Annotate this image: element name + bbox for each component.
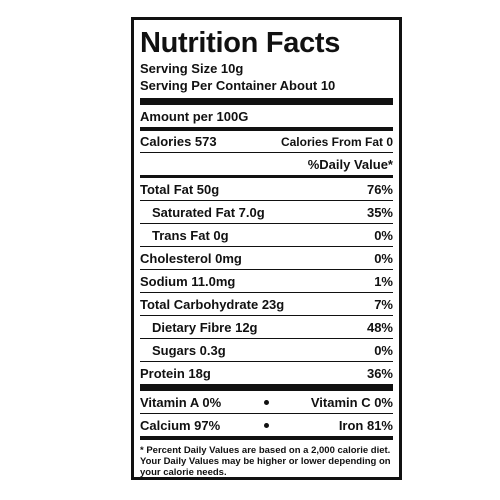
vitamin: Iron 81% xyxy=(338,417,393,433)
nutrient-percent: 0% xyxy=(374,227,393,243)
divider xyxy=(140,436,393,440)
divider xyxy=(140,384,393,391)
nutrient-row: Dietary Fibre 12g 48% xyxy=(140,316,393,339)
calories-row: Calories 573 Calories From Fat 0 xyxy=(140,131,393,153)
nutrient-percent: 36% xyxy=(366,365,393,381)
nutrient-percent: 76% xyxy=(366,181,393,197)
vitamin: Calcium 97% xyxy=(140,417,221,433)
nutrient-label: Total Fat 50g xyxy=(140,181,220,197)
nutrient-label: Total Carbohydrate 23g xyxy=(140,296,285,312)
nutrient-label: Saturated Fat 7.0g xyxy=(152,204,265,220)
nutrient-row: Saturated Fat 7.0g 35% xyxy=(140,201,393,224)
vitamin: Vitamin A 0% xyxy=(140,394,222,410)
nutrient-row: Total Carbohydrate 23g 7% xyxy=(140,293,393,316)
serving-size: Serving Size 10g xyxy=(140,61,244,76)
footnote-line: * Percent Daily Values are based on a 2,… xyxy=(140,445,391,456)
nutrient-row: Protein 18g 36% xyxy=(140,362,393,384)
title: Nutrition Facts xyxy=(140,27,341,59)
vitamin: Vitamin C 0% xyxy=(310,394,393,410)
nutrients: Total Fat 50g 76% Saturated Fat 7.0g 35% Tra… xyxy=(140,178,393,384)
daily-value-row: %Daily Value* xyxy=(140,153,393,178)
nutrient-row: Total Fat 50g 76% xyxy=(140,178,393,201)
bullet xyxy=(264,422,269,428)
nutrient-row: Trans Fat 0g 0% xyxy=(140,224,393,247)
nutrition-label: Nutrition Facts Serving Size 10g Serving… xyxy=(131,17,402,480)
footnote: * Percent Daily Values are based on a 2,… xyxy=(140,445,393,478)
vitamins: Vitamin A 0% Vitamin C 0% Calcium 97% Iron … xyxy=(140,391,393,436)
nutrient-label: Sodium 11.0mg xyxy=(140,273,236,289)
nutrient-row: Sodium 11.0mg 1% xyxy=(140,270,393,293)
footnote-line: your calorie needs. xyxy=(140,467,227,478)
footnote-line: Your Daily Values may be higher or lower… xyxy=(140,456,391,467)
nutrient-label: Trans Fat 0g xyxy=(152,227,229,243)
nutrient-label: Sugars 0.3g xyxy=(152,342,226,358)
vitamin-row: Vitamin A 0% Vitamin C 0% xyxy=(140,391,393,414)
nutrient-percent: 7% xyxy=(374,296,393,312)
calories-from-fat: Calories From Fat 0 xyxy=(280,134,393,149)
amount-per: Amount per 100G xyxy=(140,108,249,124)
nutrient-label: Protein 18g xyxy=(140,365,211,381)
nutrient-percent: 0% xyxy=(374,342,393,358)
vitamin-row: Calcium 97% Iron 81% xyxy=(140,414,393,436)
bullet xyxy=(264,399,269,405)
daily-value-header: %Daily Value* xyxy=(307,156,393,172)
calories: Calories 573 xyxy=(140,134,217,149)
divider xyxy=(140,98,393,105)
nutrient-percent: 35% xyxy=(366,204,393,220)
nutrient-row: Cholesterol 0mg 0% xyxy=(140,247,393,270)
nutrient-percent: 48% xyxy=(366,319,393,335)
amount-row: Amount per 100G xyxy=(140,105,393,131)
nutrient-label: Cholesterol 0mg xyxy=(140,250,242,266)
nutrient-label: Dietary Fibre 12g xyxy=(152,319,258,335)
nutrient-row: Sugars 0.3g 0% xyxy=(140,339,393,362)
nutrient-percent: 0% xyxy=(374,250,393,266)
nutrient-percent: 1% xyxy=(374,273,393,289)
servings-per-container: Serving Per Container About 10 xyxy=(140,78,336,93)
